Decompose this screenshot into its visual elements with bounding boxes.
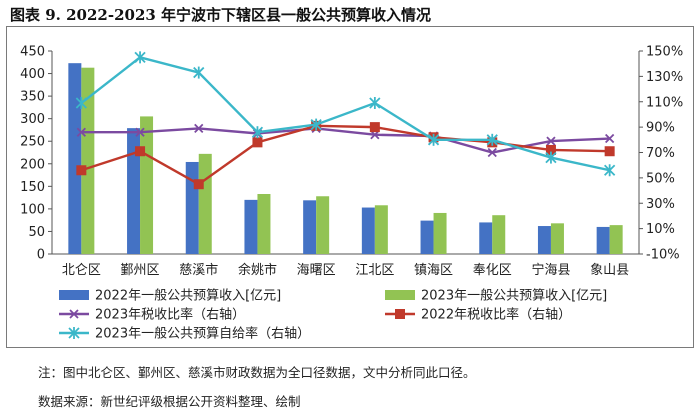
legend-tax-2022-label: 2022年税收比率（右轴） xyxy=(421,307,571,323)
left-tick-label: 100 xyxy=(20,202,45,217)
line-tax-2023-point xyxy=(487,147,497,158)
x-tick-label: 象山县 xyxy=(590,263,629,278)
legend-bar-2023-swatch xyxy=(385,290,415,300)
bar-2022 xyxy=(185,161,199,254)
data-source: 数据来源：新世纪评级根据公开资料整理、绘制 xyxy=(38,394,301,409)
bar-2023 xyxy=(374,205,388,254)
bar-2022 xyxy=(596,226,610,254)
line-tax-2022-point xyxy=(604,146,615,157)
right-tick-label: 30% xyxy=(646,197,675,212)
legend-tax-2022-marker xyxy=(395,309,405,319)
line-tax-2023-point xyxy=(546,136,556,146)
left-tick-label: 350 xyxy=(20,90,45,105)
bar-2023 xyxy=(316,196,330,254)
line-selfsufficiency-2023-point xyxy=(75,97,87,110)
right-tick-label: 150% xyxy=(646,45,683,60)
legend-tax-2023-marker xyxy=(69,309,79,319)
bar-2023 xyxy=(81,67,95,254)
right-tick-label: 10% xyxy=(646,222,675,237)
bar-2023 xyxy=(550,223,564,254)
line-selfsufficiency-2023-point xyxy=(369,97,381,110)
chart-frame: 0 50 100 150 200 250 300 350 400 450 -10% 10% 30% 50%… xyxy=(6,26,694,348)
bar-2022 xyxy=(420,220,434,254)
legend-selfsufficiency-2023-label: 2023年一般公共预算自给率（右轴） xyxy=(95,326,310,342)
line-selfsufficiency-2023-point xyxy=(134,51,146,64)
right-tick-label: 90% xyxy=(646,121,675,136)
left-tick-label: 400 xyxy=(20,67,45,82)
x-tick-label: 余姚市 xyxy=(238,262,277,278)
figure-title: 图表 9. 2022-2023 年宁波市下辖区县一般公共预算收入情况 xyxy=(10,6,432,24)
left-tick-label: 300 xyxy=(20,112,45,127)
bar-2022 xyxy=(127,128,141,254)
line-selfsufficiency-2023-point xyxy=(193,66,205,79)
bar-2022 xyxy=(244,199,258,254)
bar-2022 xyxy=(303,200,317,254)
x-tick-label: 江北区 xyxy=(355,263,394,278)
x-tick-label: 北仑区 xyxy=(62,263,101,278)
bar-2023 xyxy=(492,215,506,254)
line-selfsufficiency-2023-point xyxy=(427,133,440,146)
right-tick-label: 110% xyxy=(646,95,683,110)
right-tick-label: -10% xyxy=(646,248,680,263)
line-tax-2023 xyxy=(81,127,610,154)
right-tick-label: 130% xyxy=(646,70,683,85)
x-tick-label: 海曙区 xyxy=(297,263,336,278)
left-tick-label: 50 xyxy=(28,225,45,240)
left-tick-label: 450 xyxy=(20,45,45,60)
line-selfsufficiency-2023-point xyxy=(310,118,322,131)
bar-2023 xyxy=(609,225,623,254)
line-selfsufficiency-2023-point xyxy=(545,151,557,164)
left-tick-label: 250 xyxy=(20,135,45,150)
x-tick-label: 慈溪市 xyxy=(179,262,218,278)
legend-selfsufficiency-2023-marker xyxy=(68,327,80,339)
bar-2022 xyxy=(537,226,551,254)
line-selfsufficiency-2023-point xyxy=(604,164,616,177)
bar-2023 xyxy=(433,212,447,254)
legend-bar-2022-swatch xyxy=(59,290,89,300)
line-tax-2022-point xyxy=(545,144,556,155)
line-tax-2022-point xyxy=(193,179,204,190)
left-tick-label: 0 xyxy=(37,248,45,263)
line-selfsufficiency-2023 xyxy=(80,56,610,172)
bar-2023 xyxy=(140,116,154,255)
bar-2022 xyxy=(361,207,375,254)
right-tick-label: 50% xyxy=(646,171,675,186)
x-tick-label: 宁海县 xyxy=(531,262,570,278)
left-tick-label: 150 xyxy=(20,180,45,195)
chart-svg: 0 50 100 150 200 250 300 350 400 450 -10% 10% 30% 50%… xyxy=(20,45,683,342)
line-tax-2023-point xyxy=(135,127,145,137)
x-tick-label: 奉化区 xyxy=(473,263,512,278)
x-tick-label: 镇海区 xyxy=(414,263,453,278)
legend-bar-2023-label: 2023年一般公共预算收入[亿元] xyxy=(421,288,607,304)
line-tax-2022 xyxy=(80,124,610,186)
bar-2022 xyxy=(68,63,82,255)
figure-note: 注：图中北仑区、鄞州区、慈溪市财政数据为全口径数据，文中分析同此口径。 xyxy=(38,365,476,380)
left-tick-label: 200 xyxy=(20,157,45,172)
line-selfsufficiency-2023-point xyxy=(251,126,264,139)
right-tick-label: 70% xyxy=(646,146,675,161)
x-tick-label: 鄞州区 xyxy=(121,263,160,278)
line-tax-2023-point xyxy=(605,133,615,144)
bar-2023 xyxy=(257,194,271,254)
line-selfsufficiency-2023-point xyxy=(486,133,498,146)
bar-2023 xyxy=(198,153,212,254)
line-tax-2022-point xyxy=(135,146,146,157)
line-tax-2022-point xyxy=(76,165,87,176)
line-tax-2022-point xyxy=(252,137,263,148)
bar-2022 xyxy=(479,222,493,254)
legend-tax-2023-label: 2023年税收比率（右轴） xyxy=(95,307,245,323)
line-tax-2023-point xyxy=(194,123,204,134)
legend-bar-2022-label: 2022年一般公共预算收入[亿元] xyxy=(95,288,281,304)
line-tax-2023-point xyxy=(76,127,86,137)
line-tax-2022-point xyxy=(369,122,380,133)
